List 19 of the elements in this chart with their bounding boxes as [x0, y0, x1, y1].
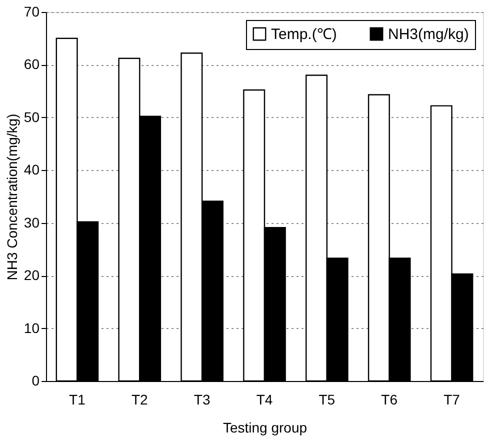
x-tick-label: T5 [318, 392, 336, 408]
x-axis-title: Testing group [222, 420, 308, 436]
y-tick-label: 20 [24, 267, 40, 284]
legend-label: Temp.(℃) [271, 26, 337, 43]
y-tick-label: 50 [24, 108, 40, 125]
x-tick-label: T6 [381, 392, 398, 408]
y-tick-label: 60 [24, 56, 40, 72]
y-tick-label: 70 [24, 4, 40, 20]
y-tick-label: 10 [24, 320, 40, 336]
x-tick-label: T7 [444, 392, 460, 408]
y-tick-label: 30 [24, 214, 40, 230]
y-tick-label: 0 [32, 372, 40, 388]
x-tick-label: T4 [256, 392, 273, 408]
x-tick-label: T2 [131, 392, 148, 408]
legend-label: NH3(mg/kg) [388, 26, 469, 43]
y-tick-label: 40 [24, 162, 40, 178]
y-axis-title: NH3 Concentration(mg/kg) [4, 114, 20, 280]
x-tick-label: T1 [69, 392, 86, 408]
x-tick-label: T3 [194, 392, 210, 408]
